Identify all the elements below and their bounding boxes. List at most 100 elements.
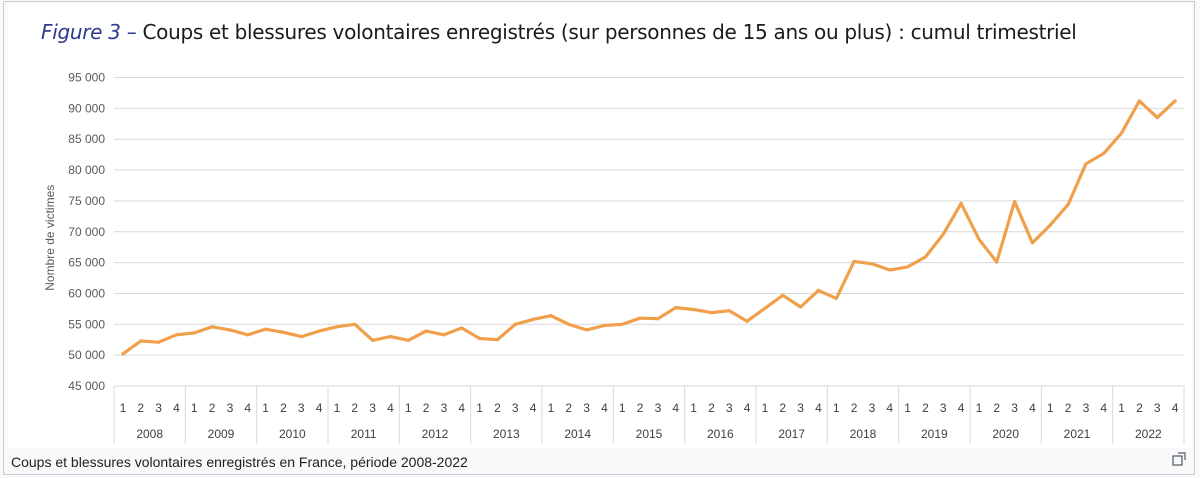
x-year-label: 2020 bbox=[992, 427, 1019, 441]
data-point bbox=[923, 255, 928, 259]
x-quarter-label: 1 bbox=[690, 401, 697, 415]
x-year-label: 2018 bbox=[850, 427, 877, 441]
x-quarter-label: 3 bbox=[940, 401, 947, 415]
data-point bbox=[192, 331, 196, 335]
x-quarter-label: 3 bbox=[441, 401, 448, 415]
data-point bbox=[1173, 99, 1177, 103]
x-year-label: 2014 bbox=[564, 427, 591, 441]
x-quarter-label: 4 bbox=[244, 401, 251, 415]
data-point bbox=[317, 329, 321, 333]
x-quarter-label: 2 bbox=[209, 401, 216, 415]
x-quarter-label: 1 bbox=[833, 401, 840, 415]
x-year-label: 2013 bbox=[493, 427, 520, 441]
data-point bbox=[781, 293, 785, 297]
x-quarter-label: 4 bbox=[601, 401, 608, 415]
y-tick-label: 55 000 bbox=[68, 317, 105, 331]
x-quarter-label: 3 bbox=[298, 401, 305, 415]
x-quarter-label: 1 bbox=[191, 401, 198, 415]
data-point bbox=[941, 232, 945, 236]
data-point bbox=[602, 323, 607, 328]
x-quarter-label: 2 bbox=[1136, 401, 1143, 415]
x-quarter-label: 2 bbox=[565, 401, 572, 415]
y-tick-label: 80 000 bbox=[68, 163, 105, 177]
figure-caption: Coups et blessures volontaires enregistr… bbox=[11, 454, 468, 470]
y-tick-label: 60 000 bbox=[68, 286, 105, 300]
x-quarter-label: 1 bbox=[619, 401, 626, 415]
x-year-label: 2011 bbox=[351, 427, 377, 441]
x-year-label: 2022 bbox=[1135, 427, 1162, 441]
data-point bbox=[763, 306, 767, 310]
x-year-label: 2019 bbox=[921, 427, 948, 441]
y-tick-label: 45 000 bbox=[68, 379, 105, 393]
chart-card: Figure 3 – Coups et blessures volontaire… bbox=[8, 4, 1192, 448]
data-point bbox=[406, 338, 410, 342]
y-tick-label: 65 000 bbox=[68, 256, 105, 270]
enlarge-icon[interactable] bbox=[1172, 452, 1186, 466]
x-quarter-label: 2 bbox=[993, 401, 1000, 415]
x-quarter-label: 4 bbox=[1172, 401, 1179, 415]
x-quarter-label: 3 bbox=[1083, 401, 1090, 415]
x-quarter-label: 4 bbox=[672, 401, 679, 415]
data-point bbox=[905, 265, 910, 269]
data-point bbox=[674, 306, 678, 310]
data-point bbox=[246, 333, 250, 337]
x-quarter-label: 3 bbox=[155, 401, 162, 415]
x-year-label: 2009 bbox=[208, 427, 235, 441]
data-point bbox=[888, 268, 892, 272]
y-tick-label: 50 000 bbox=[68, 348, 105, 362]
x-quarter-label: 2 bbox=[423, 401, 430, 415]
data-point bbox=[477, 336, 482, 341]
figure-frame: Figure 3 – Coups et blessures volontaire… bbox=[3, 1, 1195, 475]
data-point bbox=[442, 333, 446, 337]
x-quarter-label: 3 bbox=[869, 401, 876, 415]
data-point bbox=[388, 335, 393, 339]
x-quarter-label: 1 bbox=[976, 401, 983, 415]
enlarge-icon-glyph bbox=[1172, 452, 1186, 466]
data-point bbox=[745, 319, 749, 323]
x-quarter-label: 2 bbox=[779, 401, 786, 415]
x-quarter-label: 4 bbox=[530, 401, 537, 415]
data-point bbox=[495, 338, 500, 342]
x-quarter-label: 2 bbox=[494, 401, 501, 415]
data-point bbox=[638, 316, 642, 320]
data-point bbox=[1137, 99, 1142, 103]
x-quarter-label: 4 bbox=[387, 401, 394, 415]
x-year-label: 2010 bbox=[279, 427, 306, 441]
x-quarter-label: 1 bbox=[1047, 401, 1054, 415]
x-quarter-label: 2 bbox=[1065, 401, 1072, 415]
data-point bbox=[852, 259, 856, 263]
x-quarter-label: 1 bbox=[476, 401, 483, 415]
x-quarter-label: 1 bbox=[762, 401, 769, 415]
data-point bbox=[584, 328, 589, 332]
x-quarter-label: 2 bbox=[637, 401, 644, 415]
data-point bbox=[121, 352, 125, 356]
x-quarter-label: 3 bbox=[369, 401, 376, 415]
data-point bbox=[816, 288, 821, 292]
x-quarter-label: 4 bbox=[173, 401, 180, 415]
data-point bbox=[1119, 131, 1124, 135]
x-quarter-label: 4 bbox=[458, 401, 465, 415]
data-point bbox=[1048, 223, 1052, 227]
chart-title: Figure 3 – Coups et blessures volontaire… bbox=[41, 20, 1077, 44]
x-quarter-label: 3 bbox=[512, 401, 519, 415]
data-point bbox=[156, 340, 161, 344]
figure-number: Figure 3 – bbox=[41, 20, 137, 44]
x-quarter-label: 4 bbox=[744, 401, 751, 415]
data-point bbox=[1084, 162, 1088, 166]
data-point bbox=[798, 305, 803, 309]
x-quarter-label: 3 bbox=[1011, 401, 1018, 415]
x-quarter-label: 2 bbox=[280, 401, 287, 415]
x-quarter-label: 3 bbox=[227, 401, 234, 415]
x-quarter-label: 4 bbox=[886, 401, 893, 415]
y-tick-label: 75 000 bbox=[68, 194, 105, 208]
data-point bbox=[1066, 203, 1070, 207]
x-year-label: 2017 bbox=[778, 427, 805, 441]
y-tick-label: 95 000 bbox=[68, 71, 105, 85]
x-quarter-label: 3 bbox=[655, 401, 662, 415]
y-tick-label: 90 000 bbox=[68, 101, 105, 115]
y-axis-title: Nombre de victimes bbox=[43, 185, 57, 291]
x-quarter-label: 4 bbox=[815, 401, 822, 415]
data-point bbox=[1012, 199, 1017, 204]
data-point bbox=[870, 262, 874, 266]
x-quarter-label: 4 bbox=[958, 401, 965, 415]
